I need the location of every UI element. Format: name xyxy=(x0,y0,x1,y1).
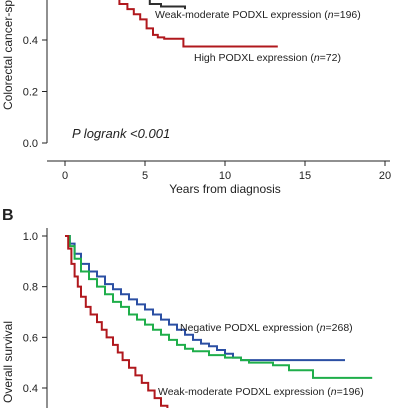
panel-b-y-tick-label: 0.8 xyxy=(23,282,38,294)
panel-b-curve-1 xyxy=(65,235,373,379)
panel-a-y-tick-label: 0.2 xyxy=(23,87,38,99)
panel-a: 0.00.20.4 0 5 10 15 20 Colorectal cancer-sp … xyxy=(1,0,391,196)
panel-a-y-axis-label: Colorectal cancer-sp xyxy=(1,0,15,110)
panel-b-curve-2 xyxy=(65,235,169,408)
panel-a-logrank-annotation: P logrank <0.001 xyxy=(72,126,170,141)
panel-a-y-ticks: 0.0 0.2 0.4 xyxy=(23,35,47,150)
panel-b-y-tick-label: 0.4 xyxy=(23,383,38,395)
panel-b-legend-negative: Negative PODXL expression (n=268) xyxy=(180,322,353,334)
panel-a-x-tick-label: 10 xyxy=(219,170,231,182)
panel-b-y-ticks: 0.4 0.6 0.8 1.0 xyxy=(23,231,47,395)
panel-a-legend-weak-moderate: Weak-moderate PODXL expression (n=196) xyxy=(155,9,361,21)
panel-a-y-tick-label: 0.4 xyxy=(23,35,38,47)
panel-a-legend-high: High PODXL expression (n=72) xyxy=(194,52,341,64)
panel-a-curve-0 xyxy=(148,0,186,10)
panel-a-y-tick-label: 0.0 xyxy=(23,138,38,150)
panel-a-x-axis-label: Years from diagnosis xyxy=(169,182,281,196)
panel-a-curves xyxy=(118,0,278,48)
panel-a-x-tick-label: 15 xyxy=(299,170,311,182)
panel-b-y-axis-label: Overall survival xyxy=(1,321,15,403)
panel-b-label: B xyxy=(2,207,14,224)
panel-b-y-tick-label: 1.0 xyxy=(23,231,38,243)
panel-b-curves xyxy=(65,235,373,408)
panel-b-legend-weak-moderate: Weak-moderate PODXL expression (n=196) xyxy=(158,386,364,398)
panel-a-x-ticks: 0 5 10 15 20 xyxy=(62,161,391,182)
panel-a-x-tick-label: 0 xyxy=(62,170,68,182)
panel-a-x-tick-label: 20 xyxy=(379,170,391,182)
panel-b: B 0.4 0.6 0.8 1.0 Overall survival Negative… xyxy=(1,207,373,408)
panel-a-x-tick-label: 5 xyxy=(142,170,148,182)
panel-a-curve-1 xyxy=(118,0,278,48)
panel-b-y-tick-label: 0.6 xyxy=(23,332,38,344)
panel-b-curve-0 xyxy=(65,235,345,362)
